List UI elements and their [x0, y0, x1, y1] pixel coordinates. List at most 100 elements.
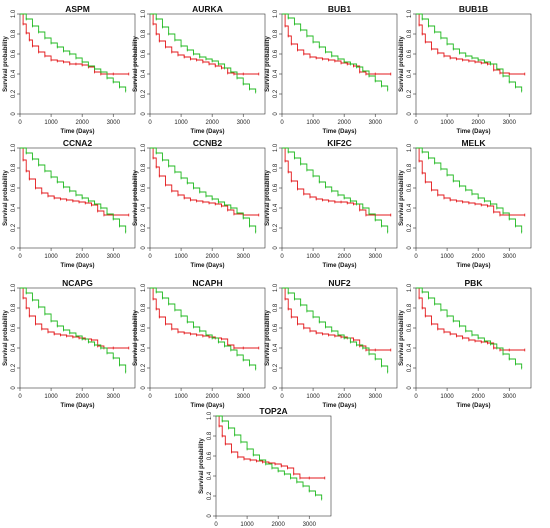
y-tick-label: 0.2: [407, 223, 413, 232]
y-tick-label: 0.2: [11, 363, 17, 372]
y-tick-label: 0.6: [11, 323, 17, 332]
y-tick-label: 0.8: [273, 29, 279, 38]
x-axis-label: Time (Days): [191, 263, 225, 269]
y-tick-label: 0: [11, 246, 17, 250]
panel-title: PBK: [465, 278, 484, 288]
y-tick-label: 0.8: [407, 29, 413, 38]
x-axis-label: Time (Days): [61, 129, 95, 135]
series-line-low: [150, 287, 257, 369]
y-tick-label: 0.4: [141, 203, 147, 212]
panel-title: BUB1B: [459, 4, 488, 14]
y-tick-label: 0.2: [141, 89, 147, 98]
x-tick-label: 0: [414, 254, 418, 260]
km-panel-bub1b: BUB1B 0 0.2 0.4 0.6 0.8 1.0 0 1000 2000 3000 Time (…: [399, 4, 532, 135]
y-tick-label: 1.0: [141, 143, 147, 152]
y-axis-label: Survival probability: [133, 309, 139, 365]
x-tick-label: 0: [148, 120, 152, 126]
y-tick-label: 0.8: [273, 303, 279, 312]
y-tick-label: 0.6: [141, 49, 147, 58]
x-tick-label: 0: [280, 254, 284, 260]
y-tick-label: 1.0: [11, 9, 17, 18]
plot-frame: [415, 147, 532, 249]
x-tick-label: 1000: [440, 120, 454, 126]
x-axis-label: Time (Days): [457, 129, 491, 135]
x-tick-label: 0: [280, 394, 284, 400]
y-tick-label: 0: [273, 112, 279, 116]
series-line-low: [20, 287, 127, 372]
x-tick-label: 2000: [471, 120, 485, 126]
y-tick-label: 0: [273, 386, 279, 390]
x-tick-label: 0: [148, 394, 152, 400]
panel-title: NUF2: [328, 278, 350, 288]
series-line-low: [282, 287, 389, 372]
series-line-high: [150, 13, 259, 75]
x-tick-label: 0: [414, 120, 418, 126]
x-tick-label: 3000: [237, 394, 251, 400]
x-tick-label: 2000: [75, 120, 89, 126]
series-line-low: [416, 147, 523, 232]
x-axis-label: Time (Days): [323, 263, 357, 269]
panel-title: AURKA: [192, 4, 223, 14]
y-tick-label: 1.0: [407, 9, 413, 18]
panel-title: KIF2C: [327, 138, 352, 148]
plot-frame: [19, 287, 136, 389]
y-tick-label: 0.4: [407, 343, 413, 352]
y-tick-label: 1.0: [141, 283, 147, 292]
y-tick-label: 0.4: [407, 69, 413, 78]
panel-title: CCNA2: [63, 138, 93, 148]
y-axis-label: Survival probability: [133, 169, 139, 225]
y-axis-label: Survival probability: [399, 309, 405, 365]
x-tick-label: 3000: [503, 120, 517, 126]
km-panel-ncaph: NCAPH 0 0.2 0.4 0.6 0.8 1.0 0 1000 2000 3000 Time (…: [133, 278, 266, 409]
y-tick-label: 0.4: [407, 203, 413, 212]
series-line-low: [282, 13, 389, 90]
y-tick-label: 0.4: [11, 69, 17, 78]
km-panel-pbk: PBK 0 0.2 0.4 0.6 0.8 1.0 0 1000 2000 3000 Time (Da…: [399, 278, 532, 409]
x-tick-label: 3000: [107, 120, 121, 126]
y-tick-label: 0.4: [273, 69, 279, 78]
y-tick-label: 0: [407, 386, 413, 390]
y-tick-label: 0.8: [141, 163, 147, 172]
x-tick-label: 0: [18, 120, 22, 126]
series-line-high: [150, 147, 259, 216]
y-tick-label: 0.4: [273, 343, 279, 352]
panel-title: TOP2A: [259, 406, 287, 416]
y-tick-label: 1.0: [273, 9, 279, 18]
x-axis-label: Time (Days): [61, 263, 95, 269]
x-tick-label: 0: [18, 394, 22, 400]
x-tick-label: 3000: [369, 254, 383, 260]
plot-frame: [19, 147, 136, 249]
y-tick-label: 0.2: [407, 89, 413, 98]
x-tick-label: 2000: [75, 254, 89, 260]
x-tick-label: 1000: [440, 394, 454, 400]
panel-title: BUB1: [328, 4, 351, 14]
x-tick-label: 2000: [337, 120, 351, 126]
y-tick-label: 0.6: [407, 323, 413, 332]
x-tick-label: 3000: [303, 522, 317, 528]
panel-title: MELK: [461, 138, 486, 148]
panel-title: NCAPG: [62, 278, 93, 288]
x-tick-label: 1000: [240, 522, 254, 528]
x-tick-label: 3000: [107, 394, 121, 400]
plot-frame: [149, 13, 266, 115]
y-tick-label: 0.4: [11, 203, 17, 212]
x-tick-label: 2000: [337, 254, 351, 260]
x-tick-label: 1000: [44, 120, 58, 126]
y-tick-label: 0.2: [273, 363, 279, 372]
plot-frame: [281, 287, 398, 389]
y-tick-label: 0.4: [141, 69, 147, 78]
y-axis-label: Survival probability: [265, 169, 271, 225]
y-tick-label: 0.8: [141, 303, 147, 312]
x-tick-label: 1000: [306, 394, 320, 400]
y-tick-label: 0: [141, 112, 147, 116]
x-tick-label: 3000: [503, 394, 517, 400]
km-panel-bub1: BUB1 0 0.2 0.4 0.6 0.8 1.0 0 1000 2000 3000 Time (D…: [265, 4, 398, 135]
series-line-high: [150, 287, 259, 349]
y-tick-label: 0.6: [407, 183, 413, 192]
series-line-high: [216, 415, 325, 479]
km-panel-ncapg: NCAPG 0 0.2 0.4 0.6 0.8 1.0 0 1000 2000 3000 Time (…: [3, 278, 136, 409]
x-tick-label: 2000: [205, 120, 219, 126]
x-axis-label: Time (Days): [61, 403, 95, 409]
plot-frame: [281, 147, 398, 249]
